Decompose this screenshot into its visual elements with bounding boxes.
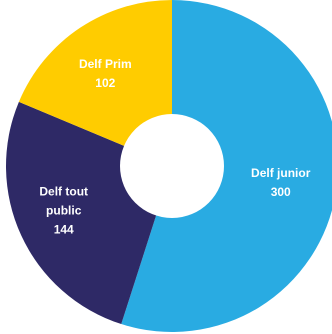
slice-category: Delf tout (39, 184, 88, 198)
slice-value: 102 (95, 76, 115, 90)
slice-label-delf-prim: Delf Prim 102 (79, 57, 132, 90)
slice-value: 144 (54, 222, 74, 236)
slice-value: 300 (271, 185, 291, 199)
slice-label-delf-tout-public: Delf tout public 144 (39, 184, 88, 236)
donut-hole (120, 114, 224, 218)
slice-category: Delf junior (251, 166, 311, 180)
slice-category: public (46, 203, 82, 217)
slice-category: Delf Prim (79, 57, 132, 71)
slice-delf-prim (18, 0, 172, 166)
slice-delf-junior (121, 0, 332, 332)
slice-labels: Delf junior 300 Delf tout public 144 Delf Pri… (39, 57, 310, 236)
slice-label-delf-junior: Delf junior 300 (251, 166, 311, 199)
